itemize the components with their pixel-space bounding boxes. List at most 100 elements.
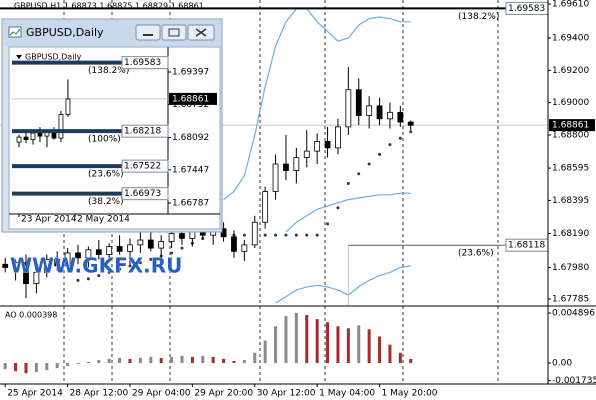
sar-dot — [107, 270, 111, 274]
ao-bar — [159, 357, 163, 364]
x-tick-label: 28 Apr 12:00 — [70, 389, 129, 399]
ao-bar — [409, 358, 413, 364]
candle-body — [30, 132, 36, 141]
candle-body — [387, 111, 393, 120]
level-value: 1.69583 — [508, 4, 545, 14]
x-tick-label: 23 Apr 2014 — [21, 215, 77, 225]
candle-body — [345, 89, 352, 128]
bollinger-band — [275, 265, 411, 304]
chart-header: GBPUSD,H1 1.68873 1.68875 1.68829 1.6886… — [14, 2, 204, 11]
ao-bar — [305, 315, 309, 364]
candle-body — [262, 191, 269, 223]
candle-body — [179, 233, 185, 239]
level-value: 1.68118 — [508, 241, 545, 251]
y-tick-label: -0.001735 — [552, 376, 596, 386]
ao-bar — [222, 358, 226, 364]
window-icon-graph — [9, 28, 21, 36]
ao-bar — [274, 326, 278, 364]
candle-body — [127, 244, 133, 252]
ao-bar — [398, 352, 402, 364]
candle-body — [137, 239, 144, 246]
daily-window[interactable]: GBPUSD,Daily GBPUSD,Daily 1.693971.68752… — [1, 18, 223, 233]
ao-bar — [45, 363, 49, 371]
level-name: (138.2%) — [88, 66, 129, 76]
level-value-box — [121, 187, 169, 201]
y-tick-label: 1.69610 — [552, 0, 589, 10]
sar-dot — [388, 143, 392, 147]
sar-dot — [357, 172, 361, 176]
ao-bar — [128, 358, 132, 364]
ao-bar — [170, 356, 174, 364]
ao-bar — [138, 357, 142, 364]
ao-bar — [367, 329, 371, 364]
candle-body — [147, 239, 154, 249]
minimize-button[interactable] — [135, 24, 161, 41]
candle-body — [314, 141, 321, 152]
candle-body — [272, 163, 279, 192]
ao-bar — [284, 316, 288, 364]
sar-dot — [367, 162, 371, 166]
window-title: GBPUSD,Daily — [26, 26, 104, 39]
sar-dot — [149, 257, 153, 261]
level-value: 1.69583 — [124, 58, 161, 68]
y-tick-label: 1.66787 — [172, 199, 209, 209]
y-tick-label: 1.69000 — [552, 98, 589, 108]
y-tick-label: 1.68395 — [552, 196, 589, 206]
inner-chart-header: GBPUSD,Daily — [25, 53, 82, 62]
level-value-box — [121, 56, 169, 70]
candle-body — [106, 246, 113, 255]
sar-dot — [97, 274, 101, 278]
sar-dot — [315, 233, 319, 237]
ao-bar — [24, 363, 28, 374]
maximize-icon — [168, 28, 180, 37]
y-tick-label: 1.67980 — [552, 263, 589, 273]
candle-body — [335, 126, 341, 149]
y-tick-label: 1.67447 — [172, 165, 209, 175]
candle-body — [407, 121, 414, 126]
ao-bar — [55, 363, 59, 369]
maximize-button[interactable] — [161, 24, 187, 41]
sar-dot — [294, 233, 298, 237]
current-price-label: 1.68861 — [172, 94, 209, 104]
ao-bar — [388, 344, 392, 364]
candle-body — [64, 252, 71, 267]
dropdown-icon[interactable] — [16, 55, 22, 59]
close-icon — [195, 28, 207, 37]
level-value-box — [121, 159, 169, 173]
x-tick-label: 25 Apr 2014 — [7, 389, 63, 399]
candle-body — [23, 262, 29, 285]
y-tick-label: 1.68800 — [552, 130, 589, 140]
sar-dot — [284, 233, 288, 237]
ao-bar — [180, 355, 184, 364]
sar-dot — [242, 233, 246, 237]
candle-body — [65, 98, 71, 115]
x-tick-label: 30 Apr 12:00 — [257, 389, 316, 399]
level-name: (38.2%) — [88, 197, 124, 207]
ao-panel: AO 0.000398 0.004896 0.00 -0.001735 — [3, 309, 596, 386]
level-value-box — [121, 124, 169, 138]
ao-bar — [118, 357, 122, 364]
ao-bar — [34, 363, 38, 373]
candle-body — [168, 233, 175, 243]
ao-bar — [242, 359, 246, 364]
candle-body — [23, 136, 29, 141]
sar-dot — [274, 233, 278, 237]
current-price-box — [169, 92, 217, 105]
ao-bar — [326, 322, 330, 364]
sar-dot — [180, 246, 184, 250]
level-name: (100%) — [88, 135, 121, 145]
candle-body — [58, 114, 64, 139]
candle-body — [85, 249, 92, 259]
candle-body — [95, 249, 102, 255]
y-tick-label: 1.67785 — [552, 295, 589, 305]
ao-bar — [232, 360, 236, 364]
sar-dot — [170, 251, 174, 255]
ao-bar — [201, 355, 205, 364]
sar-dot — [305, 233, 309, 237]
ao-bar — [107, 358, 111, 364]
sar-dot — [128, 264, 132, 268]
x-tick-label: 2 May 2014 — [77, 215, 130, 225]
sar-dot — [263, 233, 267, 237]
